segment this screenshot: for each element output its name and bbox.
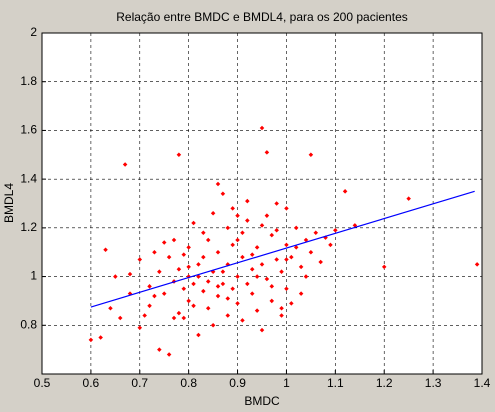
x-tick-label: 1.3 bbox=[425, 376, 442, 390]
scatter-point bbox=[186, 264, 191, 270]
y-tick-label: 2 bbox=[30, 25, 37, 39]
y-tick-label: 1.6 bbox=[20, 123, 37, 137]
scatter-point bbox=[142, 313, 147, 318]
scatter-point bbox=[289, 254, 294, 260]
plot-area bbox=[42, 33, 482, 374]
scatter-point bbox=[303, 274, 309, 279]
scatter-point bbox=[264, 276, 270, 282]
scatter-point bbox=[171, 315, 177, 321]
scatter-point bbox=[215, 293, 221, 299]
scatter-point bbox=[235, 301, 240, 306]
x-tick-label: 1.1 bbox=[327, 376, 344, 390]
scatter-point bbox=[279, 305, 284, 311]
scatter-point bbox=[186, 298, 191, 304]
scatter-point bbox=[279, 313, 284, 318]
scatter-point bbox=[249, 267, 255, 272]
scatter-point bbox=[293, 245, 299, 250]
scatter-point bbox=[269, 298, 275, 304]
scatter-point bbox=[201, 254, 206, 260]
scatter-point bbox=[269, 284, 275, 289]
scatter-point bbox=[381, 264, 387, 270]
scatter-point bbox=[308, 249, 314, 255]
y-tick-label: 1.2 bbox=[20, 220, 37, 234]
axes-box bbox=[41, 32, 483, 375]
scatter-point bbox=[205, 305, 211, 311]
x-tick-label: 0.6 bbox=[83, 376, 100, 390]
x-tick-label: 0.9 bbox=[229, 376, 246, 390]
scatter-point bbox=[113, 274, 118, 279]
scatter-point bbox=[289, 301, 294, 306]
scatter-point bbox=[406, 196, 411, 201]
scatter-point bbox=[298, 264, 304, 270]
x-tick-label: 0.5 bbox=[34, 376, 51, 390]
scatter-point bbox=[147, 303, 152, 309]
x-tick-label: 1.4 bbox=[474, 376, 491, 390]
scatter-point bbox=[298, 291, 304, 296]
scatter-point bbox=[166, 254, 172, 260]
scatter-point bbox=[284, 286, 289, 292]
scatter-point bbox=[259, 262, 265, 267]
scatter-point bbox=[210, 323, 216, 328]
y-tick-label: 0.8 bbox=[20, 317, 37, 331]
scatter-point bbox=[127, 271, 133, 277]
scatter-point bbox=[215, 284, 221, 289]
scatter-point bbox=[254, 274, 260, 279]
x-axis-label: BMDC bbox=[244, 394, 280, 408]
x-tick-label: 1 bbox=[283, 376, 290, 390]
scatter-point bbox=[274, 257, 279, 262]
scatter-point bbox=[474, 262, 480, 267]
x-tick-label: 0.8 bbox=[180, 376, 197, 390]
chart-title: Relação entre BMDC e BMDL4, para os 200 … bbox=[116, 10, 408, 24]
y-axis-label: BMDL4 bbox=[2, 183, 16, 223]
y-tick-label: 1.4 bbox=[20, 171, 37, 185]
scatter-point bbox=[249, 291, 255, 296]
scatter-point bbox=[191, 303, 196, 309]
scatter-point bbox=[318, 259, 323, 265]
scatter-point bbox=[191, 281, 196, 287]
scatter-point bbox=[230, 286, 235, 292]
scatter-point bbox=[235, 274, 240, 279]
scatter-point bbox=[274, 201, 279, 206]
y-tick-label: 1.8 bbox=[20, 74, 37, 88]
x-tick-label: 1.2 bbox=[376, 376, 393, 390]
x-tick-label: 0.7 bbox=[131, 376, 148, 390]
regression-line bbox=[90, 190, 475, 308]
scatter-point bbox=[284, 257, 289, 262]
scatter-point bbox=[254, 308, 260, 313]
scatter-point bbox=[279, 269, 284, 274]
scatter-point bbox=[259, 327, 265, 333]
scatter-point bbox=[103, 247, 108, 253]
y-tick-label: 1 bbox=[30, 269, 37, 283]
scatter-point bbox=[161, 291, 167, 296]
scatter-point bbox=[342, 189, 348, 194]
scatter-point bbox=[240, 254, 245, 260]
scatter-point bbox=[274, 228, 279, 233]
scatter-point bbox=[147, 284, 152, 289]
scatter-point bbox=[205, 279, 211, 284]
scatter-point bbox=[166, 352, 172, 357]
scatter-point bbox=[254, 245, 260, 250]
